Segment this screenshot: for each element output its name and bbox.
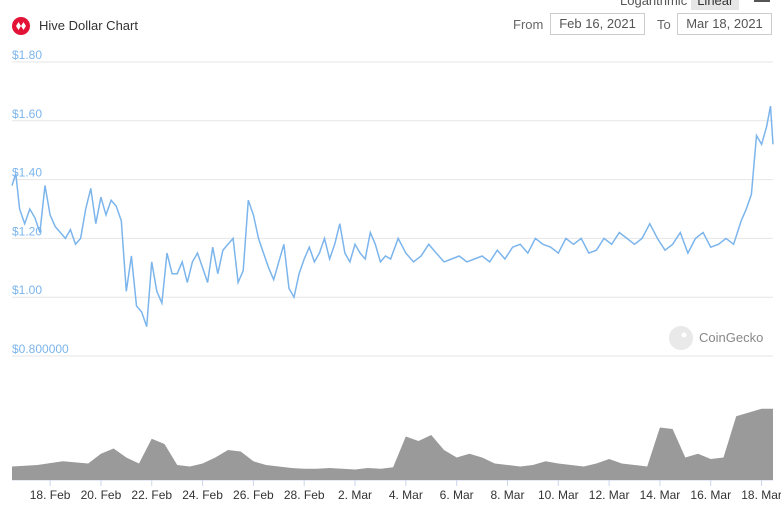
x-tick-label: 22. Feb — [131, 488, 172, 502]
coingecko-eye-icon — [681, 332, 687, 338]
x-tick-label: 10. Mar — [538, 488, 579, 502]
x-tick-label: 2. Mar — [338, 488, 372, 502]
x-tick-label: 18. Feb — [30, 488, 71, 502]
from-date-input[interactable]: Feb 16, 2021 — [550, 13, 645, 35]
scale-linear-button[interactable]: Linear — [691, 0, 740, 10]
x-tick-label: 8. Mar — [490, 488, 524, 502]
x-tick-label: 24. Feb — [182, 488, 223, 502]
x-tick-label: 6. Mar — [440, 488, 474, 502]
chart-header: Hive Dollar Chart Logarithmic Linear From… — [0, 0, 781, 50]
from-label: From — [513, 17, 544, 32]
price-series-line — [11, 105, 774, 327]
watermark-text: CoinGecko — [699, 330, 763, 345]
y-axis-labels: $1.80 $1.60 $1.40 $1.20 $1.00 $0.800000 — [12, 48, 69, 356]
volume-area — [12, 408, 773, 480]
coingecko-watermark: CoinGecko — [669, 326, 763, 350]
x-tick-label: 14. Mar — [640, 488, 681, 502]
x-tick-label: 20. Feb — [81, 488, 122, 502]
x-axis-labels: 18. Feb 20. Feb 22. Feb 24. Feb 26. Feb 28. F… — [30, 480, 781, 502]
scale-switch: Logarithmic Linear — [620, 0, 740, 10]
y-tick-label: $1.20 — [12, 224, 42, 238]
x-tick-label: 18. Mar — [741, 488, 781, 502]
y-tick-label: $1.80 — [12, 48, 42, 62]
hive-logo-icon — [12, 17, 30, 35]
chart-title: Hive Dollar Chart — [39, 18, 138, 33]
coingecko-logo-icon — [669, 326, 693, 350]
volume-series-area — [12, 408, 773, 480]
y-tick-label: $1.00 — [12, 283, 42, 297]
to-label: To — [657, 17, 671, 32]
x-tick-label: 26. Feb — [233, 488, 274, 502]
menu-icon[interactable] — [754, 0, 770, 8]
y-tick-label: $0.800000 — [12, 342, 69, 356]
grid-lines — [12, 61, 773, 481]
x-tick-label: 4. Mar — [389, 488, 423, 502]
x-tick-label: 12. Mar — [589, 488, 630, 502]
y-tick-label: $1.60 — [12, 107, 42, 121]
x-tick-label: 28. Feb — [284, 488, 325, 502]
scale-log-button[interactable]: Logarithmic — [620, 0, 688, 8]
x-tick-label: 16. Mar — [690, 488, 731, 502]
y-tick-label: $1.40 — [12, 166, 42, 180]
to-date-input[interactable]: Mar 18, 2021 — [677, 13, 772, 35]
price-line — [11, 105, 774, 327]
